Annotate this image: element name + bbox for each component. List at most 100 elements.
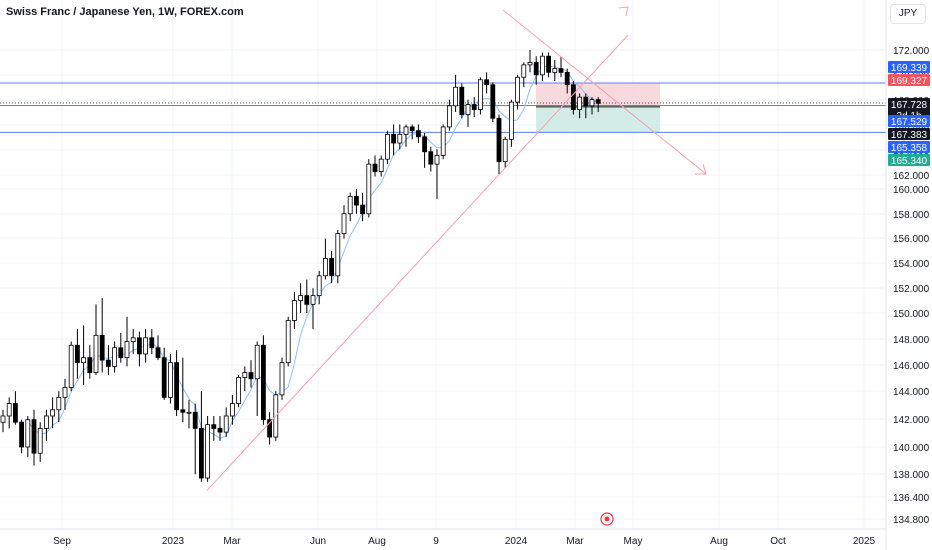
candle-body [198, 427, 204, 479]
candle-body [143, 337, 149, 355]
time-tick-label: Mar [566, 536, 584, 547]
candle-body [496, 117, 502, 163]
event-marker-icon[interactable] [600, 512, 614, 526]
time-tick-label: 2024 [505, 536, 528, 547]
price-tick-label: 154.000 [893, 259, 930, 270]
candle-body [81, 357, 86, 364]
price-badge [888, 61, 930, 73]
candle-body [391, 133, 397, 144]
candle-body [267, 419, 273, 438]
candle-body [124, 341, 130, 359]
candle-body [174, 362, 180, 411]
candle-body [93, 334, 99, 373]
candle-body [242, 372, 248, 378]
candle-body [453, 86, 459, 107]
candle-body [521, 64, 527, 78]
candle-body [366, 163, 372, 215]
time-axis[interactable]: Sep 2023 Mar Jun Aug 9 2024 Mar May Aug Oct 2025 [53, 536, 875, 547]
price-tick-label: 138.000 [893, 470, 930, 481]
candle-body [167, 362, 173, 398]
price-tick-label: 150.000 [893, 309, 930, 320]
time-tick-label: Aug [710, 536, 728, 547]
price-badge-label: 167.728 [891, 100, 928, 111]
candle-body [353, 195, 359, 206]
candle-body [490, 84, 496, 119]
price-tick-label: 134.800 [893, 515, 930, 526]
currency-button[interactable]: JPY [890, 4, 926, 24]
candle-body [6, 403, 12, 417]
candle-body [310, 295, 316, 305]
candle-body [205, 424, 211, 479]
price-tick-label: 136.400 [893, 493, 930, 504]
candle-body [12, 403, 18, 423]
candle-body [434, 155, 440, 165]
candle-body [25, 419, 31, 448]
candles [0, 50, 601, 482]
candle-body [422, 136, 428, 153]
candle-body [186, 411, 192, 414]
price-tick-label: 144.000 [893, 387, 930, 398]
candle-body [37, 427, 43, 454]
price-tick-label: 172.000 [893, 46, 930, 57]
candle-body [136, 337, 142, 355]
price-badge [888, 128, 930, 140]
candle-body [508, 101, 514, 140]
time-tick-label: May [624, 536, 643, 547]
candle-body [130, 337, 136, 342]
time-tick-label: 9 [433, 536, 439, 547]
candle-body [533, 62, 539, 76]
candle-body [223, 415, 229, 433]
price-tick-label: 146.000 [893, 361, 930, 372]
time-tick-label: 2023 [162, 536, 185, 547]
candle-body [254, 344, 260, 380]
candle-body [180, 409, 186, 413]
candle-body [62, 387, 68, 398]
candle-body [316, 275, 322, 297]
candle-body [291, 300, 297, 321]
candle-body [589, 99, 595, 107]
candle-body [341, 213, 347, 235]
grid [0, 0, 886, 529]
price-badge [888, 154, 930, 166]
candle-body [372, 163, 378, 172]
candle-body [564, 71, 570, 86]
price-badge-label: 167.383 [891, 130, 928, 141]
candle-body [384, 133, 390, 160]
time-tick-label: Sep [53, 536, 71, 547]
candle-body [50, 409, 55, 417]
candle-body [285, 320, 291, 364]
candle-body [527, 62, 533, 66]
candle-body [161, 357, 167, 398]
price-badge [888, 115, 930, 127]
price-badge-label: 165.358 [891, 143, 928, 154]
candle-body [335, 233, 341, 277]
price-tick-label: 152.000 [893, 284, 930, 295]
candle-body [595, 99, 601, 104]
candle-body [217, 427, 223, 433]
candle-body [192, 411, 198, 429]
candle-body [248, 372, 254, 380]
candle-body [99, 334, 105, 361]
candle-body [440, 126, 446, 156]
candle-body [397, 133, 403, 144]
candle-body [279, 362, 285, 396]
candle-body [75, 344, 80, 364]
candle-body [211, 424, 217, 429]
candle-body [571, 84, 576, 110]
candle-body [298, 295, 304, 302]
price-badge-label: 165.340 [891, 156, 928, 167]
candle-body [260, 344, 266, 421]
candle-body [446, 105, 452, 128]
candle-body [304, 295, 310, 305]
candle-body [471, 104, 477, 110]
candle-body [403, 126, 409, 135]
time-tick-label: Mar [223, 536, 241, 547]
price-badge-label: 169.339 [891, 63, 928, 74]
chart-title: Swiss Franc / Japanese Yen, 1W, FOREX.co… [6, 6, 244, 18]
candle-body [236, 377, 242, 404]
trendline-drawings [206, 6, 707, 491]
price-badge [888, 74, 930, 86]
price-tick-label: 156.000 [893, 234, 930, 245]
